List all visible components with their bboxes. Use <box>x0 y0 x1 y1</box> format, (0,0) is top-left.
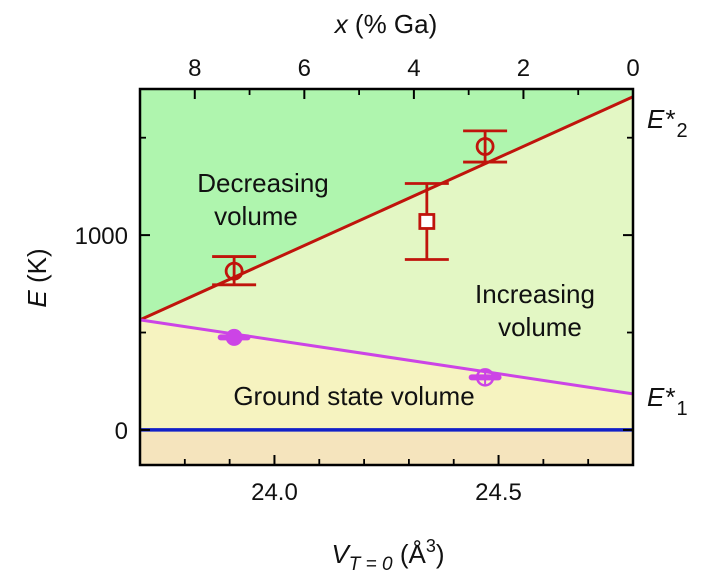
y-axis-title-rest: (K) <box>22 248 52 290</box>
e2-line <box>139 95 634 322</box>
data-point-4 <box>217 328 251 346</box>
region-label-increasing-2: volume <box>498 312 582 342</box>
line-label-e1-main: E* <box>647 382 675 412</box>
marker-2 <box>418 213 436 230</box>
marker-4 <box>225 328 243 346</box>
region-fills <box>140 89 633 465</box>
bottom-axis-title-close: ) <box>436 539 445 569</box>
e1-line <box>139 318 634 396</box>
top-axis-title: x (% Ga) <box>333 9 438 39</box>
region-label-ground-state: Ground state volume <box>233 381 474 411</box>
line-label-e1: E* 1 <box>647 382 688 420</box>
region-label-decreasing-1: Decreasing <box>197 168 329 198</box>
marker-1 <box>224 261 244 281</box>
x-top-tick-label-1: 6 <box>298 55 311 82</box>
bottom-axis-title-var: V <box>331 539 351 569</box>
data-point-2 <box>404 182 449 261</box>
tick-labels: 24.0 24.5 8 6 4 2 0 0 1000 <box>75 55 640 506</box>
data-point-5 <box>468 368 502 387</box>
y-tick-label-1: 1000 <box>75 223 128 250</box>
region-label-increasing-1: Increasing <box>475 279 595 309</box>
line-label-e1-sub: 1 <box>676 398 687 420</box>
top-axis-title-var: x <box>333 9 349 39</box>
y-axis-title: E (K) <box>22 248 52 307</box>
x-top-tick-label-3: 2 <box>517 55 530 82</box>
x-bottom-tick-label-1: 24.5 <box>475 479 522 506</box>
data-point-3 <box>463 129 508 164</box>
y-axis-title-var: E <box>22 290 52 308</box>
bottom-axis-title: VT = 0 (Å3) <box>331 536 444 575</box>
region-increasing <box>140 96 633 394</box>
plot-frame <box>138 87 635 467</box>
x-top-tick-label-0: 8 <box>188 55 201 82</box>
y-tick-label-0: 0 <box>115 418 128 445</box>
x-top-tick-label-2: 4 <box>407 55 420 82</box>
line-label-e2: E* 2 <box>647 104 688 142</box>
region-below-zero <box>140 429 633 465</box>
line-series <box>139 95 634 432</box>
line-label-e2-sub: 2 <box>676 120 687 142</box>
marker-3 <box>475 137 495 156</box>
data-points <box>212 129 508 387</box>
bottom-axis-title-sup: 3 <box>426 536 436 556</box>
bottom-axis-title-sub: T = 0 <box>349 554 393 575</box>
top-axis-title-rest: (% Ga) <box>348 9 438 39</box>
bottom-axis-title-unit: (Å <box>393 539 427 569</box>
axis-ticks <box>139 89 634 465</box>
region-decreasing <box>140 89 633 320</box>
region-label-decreasing-2: volume <box>214 201 298 231</box>
x-bottom-tick-label-0: 24.0 <box>251 479 298 506</box>
data-point-1 <box>212 255 257 287</box>
x-top-tick-label-4: 0 <box>626 55 639 82</box>
line-label-e2-main: E* <box>647 104 675 134</box>
region-ground-state <box>140 319 633 430</box>
